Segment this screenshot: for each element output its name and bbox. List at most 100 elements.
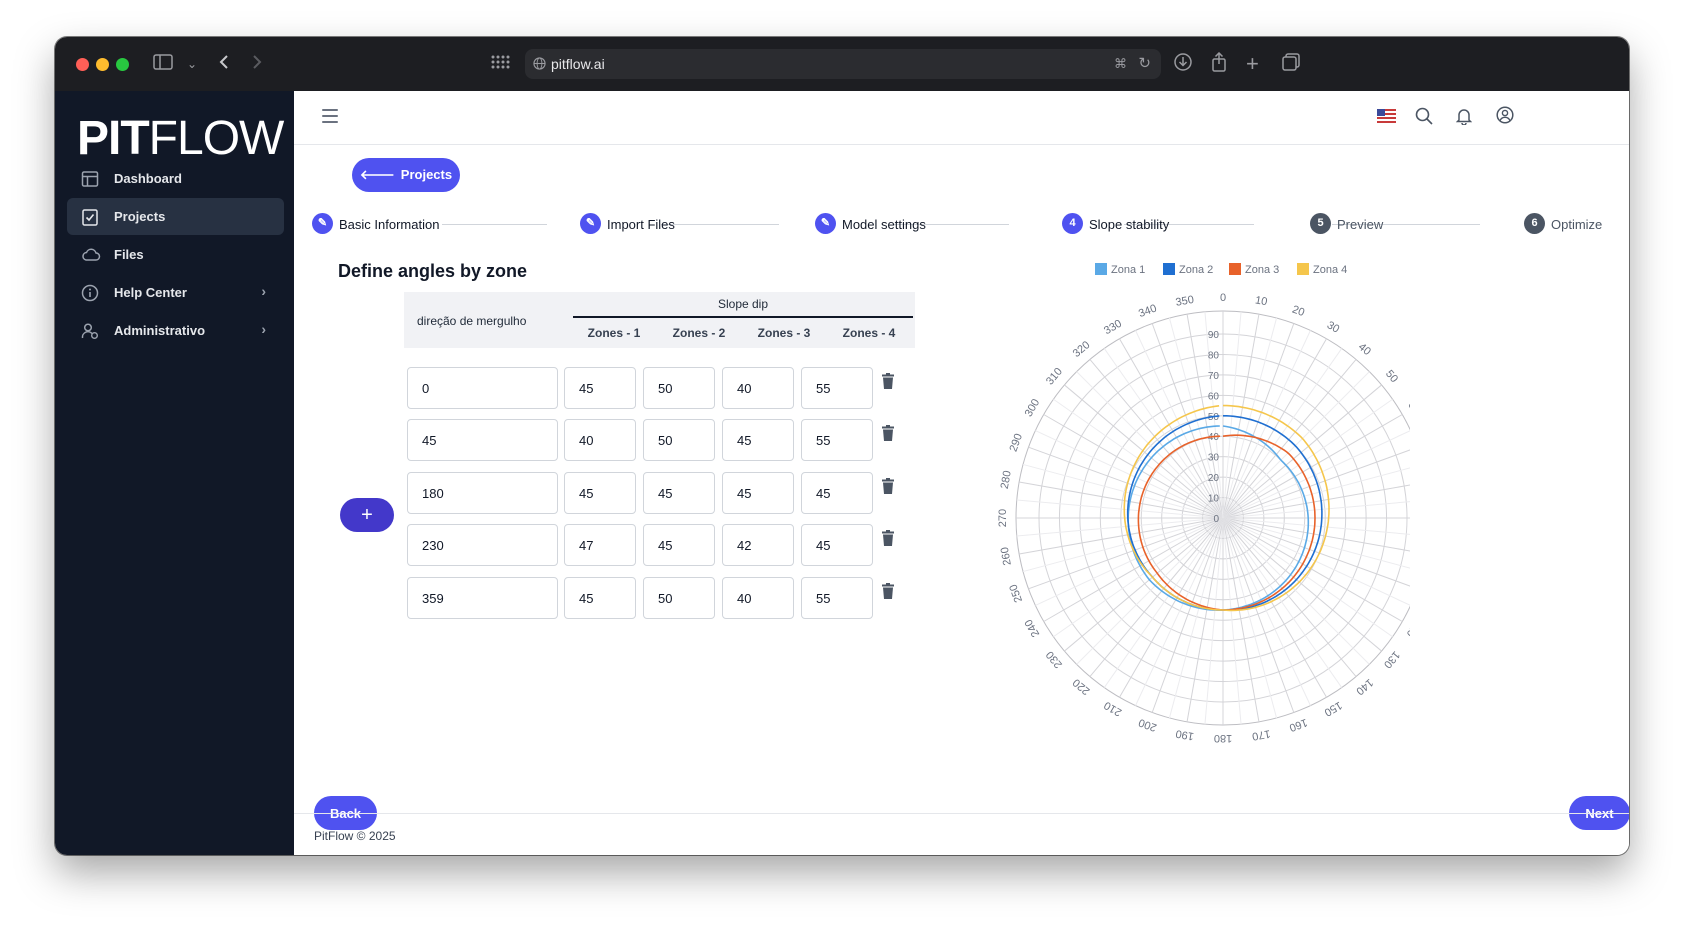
zone-3-input[interactable] [722, 367, 794, 409]
radial-tick-label: 0 [1213, 514, 1219, 525]
add-row-button[interactable]: + [340, 498, 394, 532]
angle-tick-label: 300 [1023, 397, 1043, 419]
zone-4-input[interactable] [801, 524, 873, 566]
direction-input[interactable] [407, 524, 558, 566]
angular-gridline [1135, 517, 1224, 706]
radial-tick-label: 90 [1208, 330, 1220, 341]
trash-icon[interactable] [882, 478, 894, 494]
angular-gridline [1222, 501, 1410, 519]
close-window-button[interactable] [76, 58, 89, 71]
back-to-projects-button[interactable]: 🡐 Projects [352, 158, 460, 192]
menu-icon[interactable] [322, 109, 338, 123]
angular-gridline [1135, 330, 1224, 519]
step-label: Slope stability [1089, 217, 1170, 232]
zone-1-input[interactable] [564, 577, 636, 619]
angular-gridline [1019, 517, 1224, 555]
zone-4-input[interactable] [801, 577, 873, 619]
trash-icon[interactable] [882, 425, 894, 441]
user-circle-icon[interactable] [1496, 106, 1514, 129]
angular-gridline [1222, 517, 1370, 665]
angular-gridline [1222, 311, 1242, 519]
address-bar[interactable]: pitflow.ai ⌘ ↻ [525, 49, 1161, 79]
radial-tick-label: 20 [1208, 473, 1220, 484]
minimize-window-button[interactable] [96, 58, 109, 71]
sidebar-item-dashboard[interactable]: Dashboard [67, 160, 284, 197]
sidebar-item-projects[interactable]: Projects [67, 198, 284, 235]
new-tab-icon[interactable]: + [1246, 51, 1259, 76]
polar-chart: 0102030405060708090100110120130140150160… [997, 292, 1410, 744]
angle-tick-label: 120 [1404, 617, 1410, 639]
angular-gridline [1168, 517, 1224, 719]
angular-gridline [1043, 517, 1224, 622]
angular-gridline [1222, 517, 1357, 677]
zone-3-input[interactable] [722, 472, 794, 514]
angle-tick-label: 190 [1175, 727, 1195, 742]
stepper-connector [442, 224, 547, 225]
zone-4-input[interactable] [801, 419, 873, 461]
sidebar-toggle-icon[interactable] [153, 52, 173, 76]
angle-tick-label: 240 [1023, 617, 1043, 639]
us-flag-icon[interactable] [1377, 109, 1396, 128]
legend-entry[interactable]: Zona 1 [1095, 263, 1145, 276]
legend-label: Zona 4 [1313, 264, 1348, 276]
zone-2-input[interactable] [643, 524, 715, 566]
download-icon[interactable] [1173, 52, 1193, 78]
share-icon[interactable] [1210, 51, 1228, 78]
zone-2-input[interactable] [643, 419, 715, 461]
sidebar-item-label: Projects [114, 209, 166, 224]
zone-2-input[interactable] [643, 577, 715, 619]
zone-1-input[interactable] [564, 472, 636, 514]
legend-entry[interactable]: Zona 2 [1163, 263, 1213, 276]
chevron-right-icon: › [261, 283, 266, 299]
angular-gridline [1222, 517, 1278, 719]
zone-1-input[interactable] [564, 367, 636, 409]
forward-nav-icon[interactable] [251, 52, 263, 76]
reload-icon[interactable]: ↻ [1138, 55, 1151, 72]
trash-icon[interactable] [882, 583, 894, 599]
footer: PitFlow © 2025 [294, 813, 1629, 855]
angular-gridline [1186, 517, 1224, 722]
angle-tick-label: 10 [1254, 294, 1268, 308]
zone-4-input[interactable] [801, 367, 873, 409]
back-to-projects-label: Projects [400, 167, 453, 182]
legend-entry[interactable]: Zona 3 [1229, 263, 1279, 276]
chevron-down-icon[interactable]: ⌄ [187, 57, 198, 71]
section-title: Define angles by zone [338, 261, 528, 281]
zone-1-input[interactable] [564, 419, 636, 461]
zone-3-input[interactable] [722, 419, 794, 461]
angle-tick-label: 170 [1251, 727, 1271, 742]
angle-tick-label: 180 [1214, 732, 1232, 744]
angle-tick-label: 350 [1175, 294, 1195, 309]
zone-4-input[interactable] [801, 472, 873, 514]
direction-input[interactable] [407, 577, 558, 619]
zone-2-input[interactable] [643, 367, 715, 409]
zone-3-input[interactable] [722, 524, 794, 566]
direction-input[interactable] [407, 367, 558, 409]
zone-column-header: Zones - 2 [672, 326, 726, 340]
sidebar-item-files[interactable]: Files [67, 236, 284, 273]
direction-input[interactable] [407, 419, 558, 461]
angle-tick-label: 130 [1381, 649, 1402, 671]
sidebar-item-help-center[interactable]: Help Center › [67, 274, 284, 311]
tabs-overview-icon[interactable] [1281, 52, 1301, 78]
pitflow-logo[interactable]: PITFLOW [77, 111, 284, 166]
back-nav-icon[interactable] [218, 52, 230, 76]
direction-input[interactable] [407, 472, 558, 514]
bell-icon[interactable] [1455, 107, 1473, 130]
zone-column-header: Zones - 3 [757, 326, 811, 340]
zone-1-input[interactable] [564, 524, 636, 566]
translate-icon[interactable]: ⌘ [1114, 56, 1127, 71]
radial-tick-label: 40 [1208, 432, 1220, 443]
zone-2-input[interactable] [643, 472, 715, 514]
legend-entry[interactable]: Zona 4 [1297, 263, 1347, 276]
zone-3-input[interactable] [722, 577, 794, 619]
search-icon[interactable] [1415, 107, 1433, 130]
grid-apps-icon[interactable] [490, 52, 510, 76]
maximize-window-button[interactable] [116, 58, 129, 71]
trash-icon[interactable] [882, 373, 894, 389]
trash-icon[interactable] [882, 530, 894, 546]
angular-gridline [1035, 517, 1224, 606]
angular-gridline [1222, 338, 1327, 519]
angle-tick-label: 270 [997, 509, 1009, 527]
sidebar-item-administrativo[interactable]: Administrativo › [67, 312, 284, 349]
